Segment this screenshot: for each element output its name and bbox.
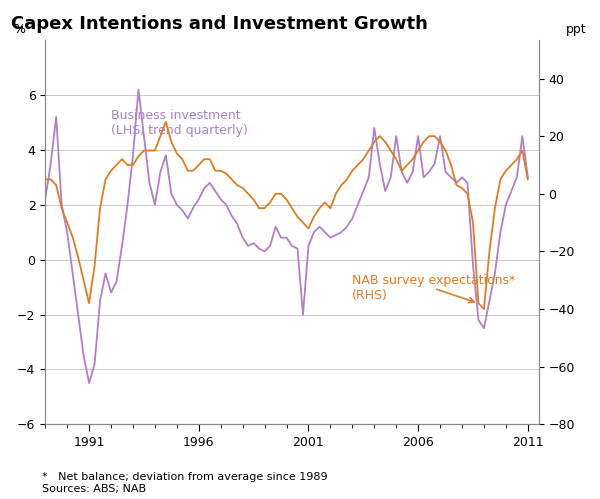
- Text: %: %: [13, 23, 25, 36]
- Text: Capex Intentions and Investment Growth: Capex Intentions and Investment Growth: [11, 15, 428, 33]
- Text: Business investment
(LHS, trend quarterly): Business investment (LHS, trend quarterl…: [111, 109, 248, 137]
- Text: NAB survey expectations*
(RHS): NAB survey expectations* (RHS): [352, 274, 515, 302]
- Text: ppt: ppt: [566, 23, 587, 36]
- Text: *   Net balance; deviation from average since 1989
Sources: ABS; NAB: * Net balance; deviation from average si…: [42, 473, 328, 494]
